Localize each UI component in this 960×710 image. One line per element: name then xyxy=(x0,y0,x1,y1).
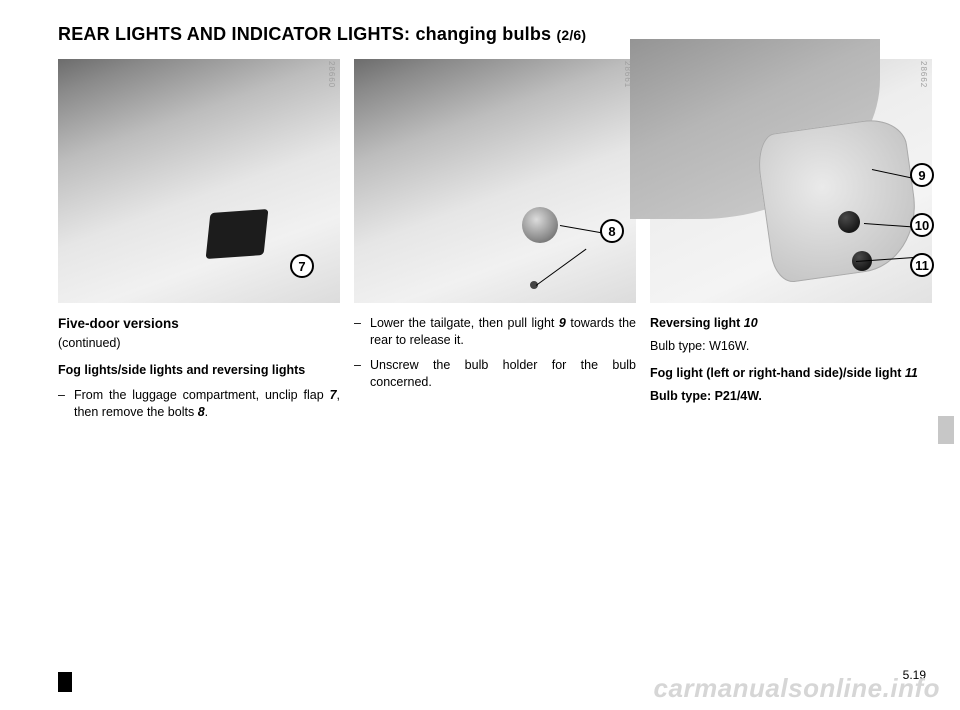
figure-left: 28660 7 xyxy=(58,59,340,303)
five-door-heading: Five-door versions xyxy=(58,315,340,333)
callout-10: 10 xyxy=(910,213,934,237)
column-center: 28661 8 Lower the tailgate, then pull li… xyxy=(354,59,636,429)
callout-11: 11 xyxy=(910,253,934,277)
bulb-holder-shape xyxy=(838,211,860,233)
figure-left-code: 28660 xyxy=(327,61,336,88)
title-sub: (2/6) xyxy=(556,27,586,43)
footer-mark xyxy=(58,672,72,692)
col1-bullet-1: From the luggage compartment, unclip fla… xyxy=(58,387,340,421)
content-columns: 28660 7 Five-door versions (continued) F… xyxy=(58,59,926,429)
flap-shape xyxy=(206,209,269,259)
callout-7: 7 xyxy=(290,254,314,278)
continued-label: (continued) xyxy=(58,335,340,352)
column-left-body: Five-door versions (continued) Fog light… xyxy=(58,315,340,421)
section-tab xyxy=(938,416,954,444)
fog-side-reversing-heading: Fog lights/side lights and reversing lig… xyxy=(58,362,340,379)
column-right: 28662 9 10 11 Reversing light 10 Bulb ty… xyxy=(650,59,932,429)
callout-8: 8 xyxy=(600,219,624,243)
fog-side-light-label: Fog light (left or right-hand side)/side… xyxy=(650,365,932,382)
col2-bullet-2: Unscrew the bulb holder for the bulb con… xyxy=(354,357,636,391)
column-right-body: Reversing light 10 Bulb type: W16W. Fog … xyxy=(650,315,932,405)
fog-side-bulb-type: Bulb type: P21/4W. xyxy=(650,388,932,405)
figure-right: 28662 9 10 11 xyxy=(650,59,932,303)
figure-right-code: 28662 xyxy=(919,61,928,88)
callout-9: 9 xyxy=(910,163,934,187)
figure-center-image xyxy=(354,59,636,303)
reversing-bulb-type: Bulb type: W16W. xyxy=(650,338,932,355)
figure-center: 28661 8 xyxy=(354,59,636,303)
watermark: carmanualsonline.info xyxy=(654,673,940,704)
bolt-shape-upper xyxy=(522,207,558,243)
reversing-light-label: Reversing light 10 xyxy=(650,315,932,332)
column-left: 28660 7 Five-door versions (continued) F… xyxy=(58,59,340,429)
column-center-body: Lower the tailgate, then pull light 9 to… xyxy=(354,315,636,391)
title-main: REAR LIGHTS AND INDICATOR LIGHTS: changi… xyxy=(58,24,556,44)
col2-bullet-1: Lower the tailgate, then pull light 9 to… xyxy=(354,315,636,349)
